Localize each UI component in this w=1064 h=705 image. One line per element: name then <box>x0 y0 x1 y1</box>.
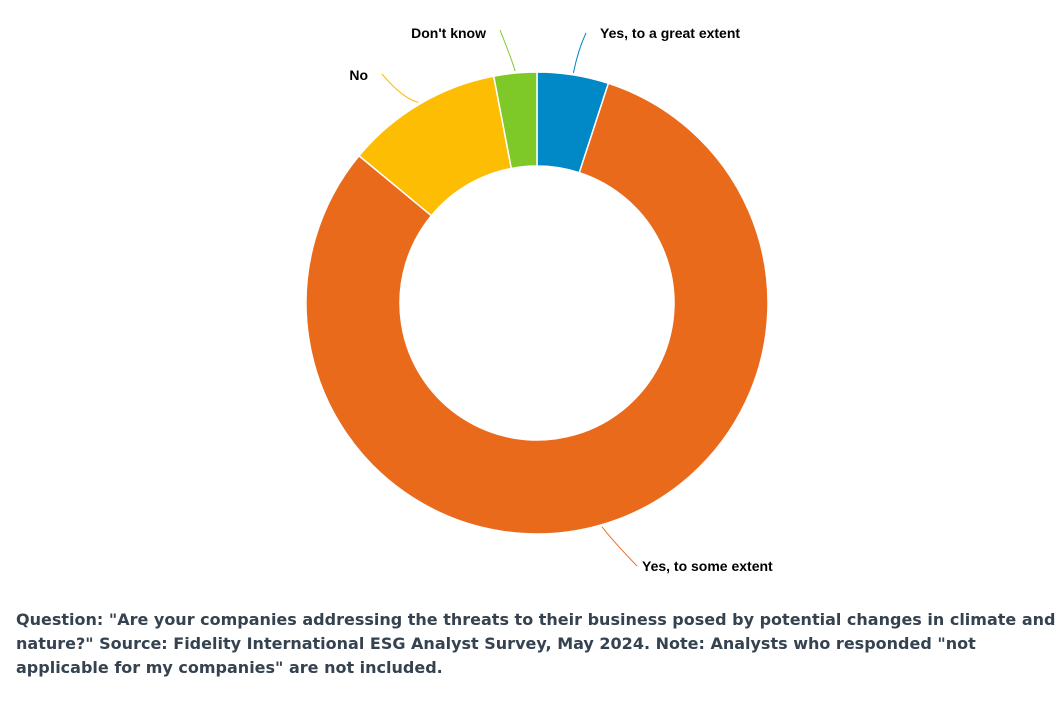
slice-dont-know <box>492 71 538 170</box>
label-yes-some-extent: Yes, to some extent <box>642 558 773 574</box>
connector-yes-great-extent <box>572 32 587 73</box>
connector-dont-know <box>499 29 516 72</box>
label-yes-great-extent: Yes, to a great extent <box>600 25 740 41</box>
connector-no <box>381 73 419 103</box>
connector-yes-some-extent <box>601 526 638 567</box>
donut-chart: Yes, to a great extent Yes, to some exten… <box>305 25 773 574</box>
label-dont-know: Don't know <box>411 25 486 41</box>
slice-labels: Yes, to a great extent Yes, to some exten… <box>349 25 773 574</box>
slice-yes-some-extent <box>305 82 769 535</box>
donut-slices <box>305 71 769 535</box>
chart-caption: Question: "Are your companies addressing… <box>16 610 1056 677</box>
label-no: No <box>349 67 368 83</box>
